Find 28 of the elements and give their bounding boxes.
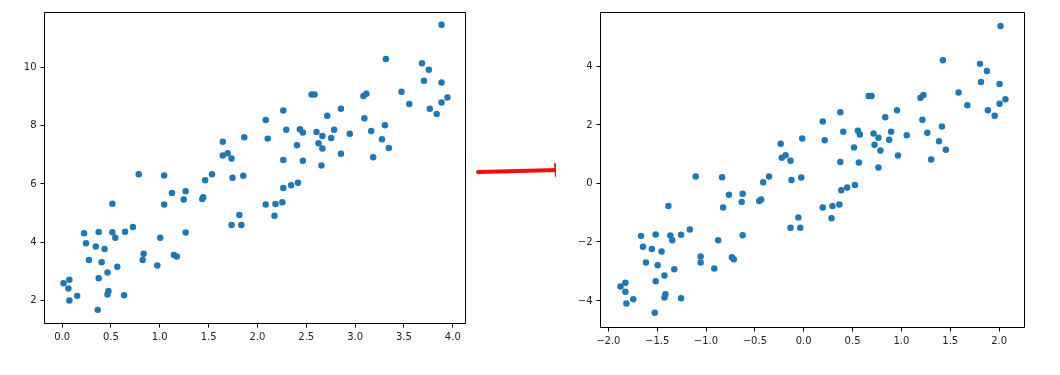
x-tick-label: 4.0: [444, 330, 461, 342]
x-tick-label: 0.0: [54, 330, 71, 342]
y-tick-label: 4: [586, 60, 593, 72]
y-tick-label: 2: [586, 118, 593, 130]
x-tick-label: 2.0: [991, 334, 1008, 346]
x-tick-label: 0.5: [844, 334, 861, 346]
y-tick-label: 6: [30, 177, 37, 189]
x-tick-label: 3.5: [396, 330, 412, 342]
x-tick-label: −2.0: [596, 334, 621, 346]
x-tick-label: 1.5: [200, 330, 217, 342]
x-tick-label: −1.5: [645, 334, 670, 346]
x-tick-label: 0.0: [795, 334, 812, 346]
y-tick-label: −4: [577, 294, 593, 306]
x-tick-label: −1.0: [693, 334, 719, 346]
y-tick-label: 8: [30, 119, 37, 131]
x-tick-label: −0.5: [742, 334, 768, 346]
y-tick-label: 10: [23, 61, 37, 73]
x-tick-label: 1.0: [893, 334, 910, 346]
x-tick-label: 1.5: [942, 334, 959, 346]
y-tick-label: −2: [577, 235, 593, 247]
y-tick-label: 4: [30, 236, 37, 248]
x-tick-label: 2.5: [298, 330, 315, 342]
x-tick-label: 3.0: [347, 330, 364, 342]
y-tick-label: 0: [586, 177, 593, 189]
x-tick-label: 0.5: [102, 330, 119, 342]
x-tick-label: 2.0: [249, 330, 266, 342]
x-tick-label: 1.0: [151, 330, 168, 342]
y-tick-label: 2: [30, 294, 37, 306]
